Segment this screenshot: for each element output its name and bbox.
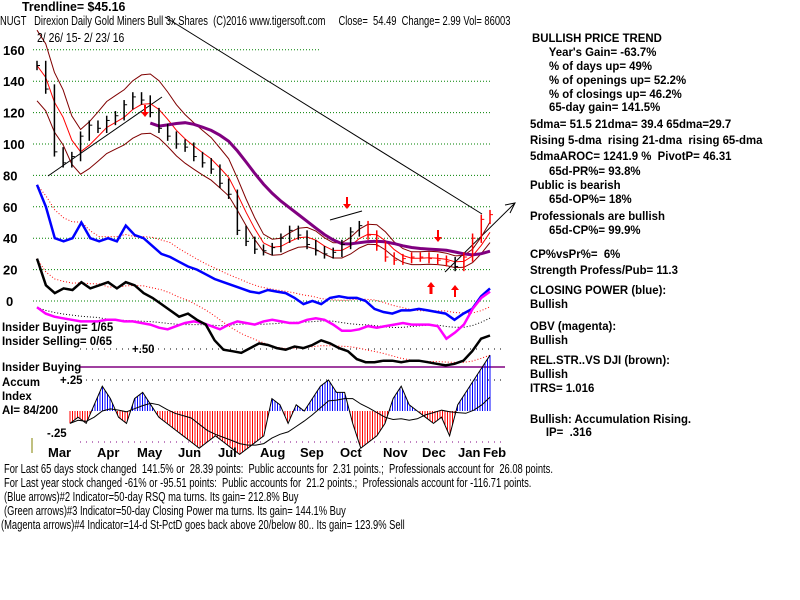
stat-line: 65d-OP%= 18% <box>530 192 632 206</box>
footer-line: (Blue arrows)#2 Indicator=50-day RSQ ma … <box>4 489 299 504</box>
upper-band <box>36 29 491 257</box>
accum-label-minus25: -.25 <box>47 426 67 440</box>
stat-line: 5dmaAROC= 1241.9 % PivotP= 46.31 <box>530 149 732 163</box>
stat-line: CLOSING POWER (blue): <box>530 283 667 297</box>
x-tick-label: Nov <box>383 445 408 460</box>
stat-line: Bullish <box>530 367 569 381</box>
x-tick-label: Dec <box>422 445 446 460</box>
stat-line: % of openings up= 52.2% <box>530 73 687 87</box>
buy-arrow-head-icon <box>451 285 459 290</box>
footer-line: For Last year stock changed -61% or -95.… <box>4 475 532 490</box>
stat-line: ITRS= 1.016 <box>530 381 595 395</box>
sell-arrow-head-icon <box>343 204 351 209</box>
x-tick-label: May <box>137 445 163 460</box>
stat-line: IP= .316 <box>530 425 592 439</box>
x-tick-label: Jun <box>178 445 201 460</box>
rel-strength-line <box>35 258 491 367</box>
y-tick-label: 140 <box>3 74 25 89</box>
date-range: 2/ 26/ 15- 2/ 23/ 16 <box>37 30 125 45</box>
accum-label-plus25: +.25 <box>60 373 83 387</box>
x-tick-label: Oct <box>340 445 362 460</box>
stat-line: Professionals are bullish <box>530 209 665 223</box>
stat-line: Bullish: Accumulation Rising. <box>530 412 692 426</box>
stat-line: Year's Gain= -63.7% <box>530 45 657 59</box>
footer-line: (Green arrows)#3 Indicator=50-day Closin… <box>4 503 346 518</box>
x-tick-label: Mar <box>48 445 71 460</box>
y-tick-label: 120 <box>3 106 25 121</box>
stat-line: % of days up= 49% <box>530 59 652 73</box>
trendline <box>164 16 483 215</box>
y-tick-label: 80 <box>3 168 17 183</box>
stat-line: % of closings up= 46.2% <box>530 87 682 101</box>
y-tick-label: 0 <box>6 294 13 309</box>
stat-line: REL.STR..VS DJI (brown): <box>530 353 670 367</box>
obv-ma <box>36 306 491 329</box>
y-tick-label: 160 <box>3 43 25 58</box>
oct-trendline <box>329 210 363 221</box>
ai-label: AI= 84/200 <box>2 403 59 417</box>
footer-line: For Last 65 days stock changed 141.5% or… <box>4 461 553 476</box>
obv-line <box>36 290 491 341</box>
stat-line: Bullish <box>530 297 569 311</box>
index-label: Index <box>2 389 32 403</box>
accum-outline <box>69 354 491 456</box>
x-tick-label: Apr <box>97 445 119 460</box>
ma21-line <box>36 65 491 263</box>
breakout-trendline <box>444 202 516 273</box>
accum-label-plus50: +.50 <box>132 342 155 356</box>
x-tick-label: Jul <box>218 445 237 460</box>
x-tick-label: Jan <box>458 445 480 460</box>
accum-label: Accum <box>2 375 41 389</box>
stat-line: Public is bearish <box>530 178 621 192</box>
closing-power-line <box>35 184 491 322</box>
accum-ma <box>69 396 491 446</box>
sell-arrow-head-icon <box>141 112 149 117</box>
buy-arrow-head-icon <box>427 282 435 287</box>
y-tick-label: 40 <box>3 231 17 246</box>
insider-selling-count: Insider Selling= 0/65 <box>2 334 112 348</box>
y-tick-label: 60 <box>3 200 17 215</box>
stat-line: 65d-PR%= 93.8% <box>530 164 641 178</box>
insider-buying-label: Insider Buying <box>2 360 82 374</box>
stat-line: BULLISH PRICE TREND <box>532 31 662 45</box>
trendline-label: Trendline= $45.16 <box>22 0 126 14</box>
y-tick-label: 100 <box>3 137 25 152</box>
support-trendline <box>47 96 163 177</box>
stat-line: OBV (magenta): <box>530 319 617 333</box>
stat-line: CP%vsPr%= 6% <box>530 247 621 261</box>
stat-line: 65-day gain= 141.5% <box>530 100 661 114</box>
arrow-head-icon <box>504 202 516 214</box>
x-tick-label: Feb <box>483 445 506 460</box>
x-tick-label: Aug <box>260 445 285 460</box>
footer-line: (Magenta arrows)#4 Indicator=14-d St-Pct… <box>1 517 405 532</box>
stat-line: 5dma= 51.5 21dma= 39.4 65dma=29.7 <box>530 117 732 131</box>
y-tick-label: 20 <box>3 263 17 278</box>
stat-line: 65d-CP%= 99.9% <box>530 223 641 237</box>
x-tick-label: Sep <box>300 445 324 460</box>
sell-arrow-head-icon <box>434 237 442 242</box>
insider-buying-count: Insider Buying= 1/65 <box>2 320 114 334</box>
chart-title: NUGT Direxion Daily Gold Miners Bull 3x … <box>0 13 511 28</box>
stat-line: Bullish <box>530 333 569 347</box>
stat-line: Rising 5-dma rising 21-dma rising 65-dma <box>530 133 763 147</box>
stat-line: Strength Profess/Pub= 11.3 <box>530 263 678 277</box>
ma65-line <box>149 121 491 257</box>
